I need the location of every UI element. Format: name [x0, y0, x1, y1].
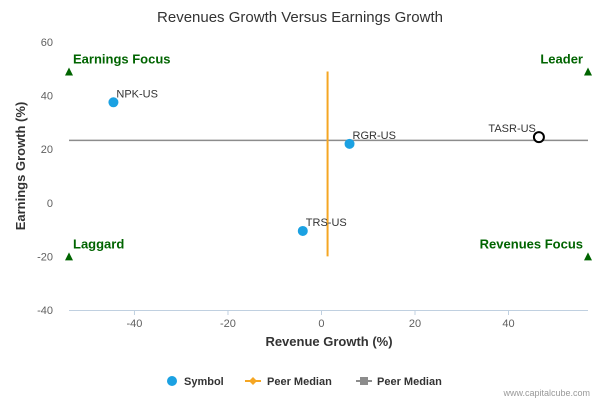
peer-median-lines — [69, 71, 588, 257]
quadrant-label: Leader — [540, 51, 583, 66]
quadrant-label: Laggard — [73, 236, 124, 251]
y-tick-label: 40 — [41, 91, 53, 103]
legend-symbol-label: Symbol — [184, 376, 224, 388]
data-points: NPK-US RGR-US TRS-US TASR-US — [108, 88, 545, 236]
x-axis-label: Revenue Growth (%) — [265, 334, 392, 349]
quadrant-triangle-marker — [584, 252, 592, 261]
y-tick-label: 0 — [47, 198, 53, 210]
legend-item-peer-median-revenue[interactable]: Peer Median — [245, 376, 332, 388]
quadrant-triangle-marker — [65, 67, 73, 76]
y-tick-label: 60 — [41, 37, 53, 49]
quadrant-label: Earnings Focus — [73, 51, 171, 66]
quadrant-label: Revenues Focus — [480, 236, 583, 251]
symbol-point[interactable] — [344, 138, 355, 149]
symbol-point[interactable] — [297, 225, 308, 236]
legend-item-peer-median-earnings[interactable]: Peer Median — [356, 376, 442, 388]
plot-area: -40 -20 0 20 40 -40 -20 0 20 40 60 Earnings Focus… — [37, 37, 592, 330]
legend-peer-median-label-2: Peer Median — [377, 376, 442, 388]
symbol-point[interactable] — [108, 97, 119, 108]
credit-text: www.capitalcube.com — [502, 388, 590, 398]
quadrant-triangle-marker — [65, 252, 73, 261]
point-label: RGR-US — [353, 130, 396, 142]
y-tick-label: -20 — [37, 251, 53, 263]
legend-peer-median-label-1: Peer Median — [267, 376, 332, 388]
legend: Symbol Peer Median Peer Median — [167, 376, 442, 388]
x-tick-labels: -40 -20 0 20 40 — [127, 310, 515, 330]
x-tick-label: 20 — [409, 318, 421, 330]
legend-orange-diamond — [249, 377, 257, 385]
legend-item-symbol[interactable]: Symbol — [167, 376, 224, 388]
y-axis-label: Earnings Growth (%) — [13, 102, 28, 231]
highlight-point[interactable] — [532, 131, 545, 144]
x-tick-label: 0 — [318, 318, 324, 330]
x-tick-label: -40 — [127, 318, 143, 330]
legend-symbol-marker — [167, 376, 177, 386]
chart-title: Revenues Growth Versus Earnings Growth — [157, 9, 443, 26]
quadrant-markers: Earnings Focus Leader Laggard Revenues Focu… — [65, 51, 592, 261]
x-tick-label: 40 — [502, 318, 514, 330]
y-tick-label: -40 — [37, 305, 53, 317]
quadrant-triangle-marker — [584, 67, 592, 76]
point-label: NPK-US — [116, 88, 158, 100]
y-tick-labels: -40 -20 0 20 40 60 — [37, 37, 53, 317]
legend-gray-square — [360, 377, 368, 385]
point-label: TASR-US — [488, 123, 535, 135]
point-label: TRS-US — [306, 217, 347, 229]
x-tick-label: -20 — [220, 318, 236, 330]
y-tick-label: 20 — [41, 144, 53, 156]
